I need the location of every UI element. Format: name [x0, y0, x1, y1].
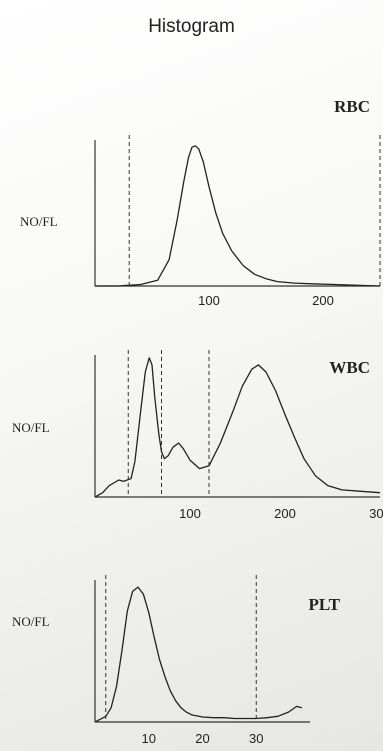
- plt-tick-label-30: 30: [249, 731, 263, 746]
- rbc-tick-label-200: 200: [312, 293, 334, 308]
- wbc-tick-label-200: 200: [274, 506, 296, 521]
- wbc-tick-label-300: 300: [369, 506, 383, 521]
- page-title: Histogram: [148, 16, 235, 37]
- plt-tick-label-20: 20: [195, 731, 209, 746]
- rbc-histogram-curve: [95, 145, 381, 287]
- wbc-histogram-curve: [94, 357, 381, 498]
- wbc-y-axis-label: NO/FL: [12, 420, 50, 435]
- rbc-tick-label-100: 100: [198, 293, 220, 308]
- rbc-y-axis-label: NO/FL: [20, 214, 58, 229]
- plt-y-axis-label: NO/FL: [12, 614, 50, 629]
- plt-tick-label-10: 10: [142, 731, 156, 746]
- wbc-chart-title: WBC: [329, 358, 370, 377]
- wbc-tick-label-100: 100: [179, 506, 201, 521]
- rbc-chart-title: RBC: [334, 97, 370, 116]
- plt-chart-title: PLT: [308, 595, 340, 614]
- plt-histogram-curve: [94, 586, 303, 723]
